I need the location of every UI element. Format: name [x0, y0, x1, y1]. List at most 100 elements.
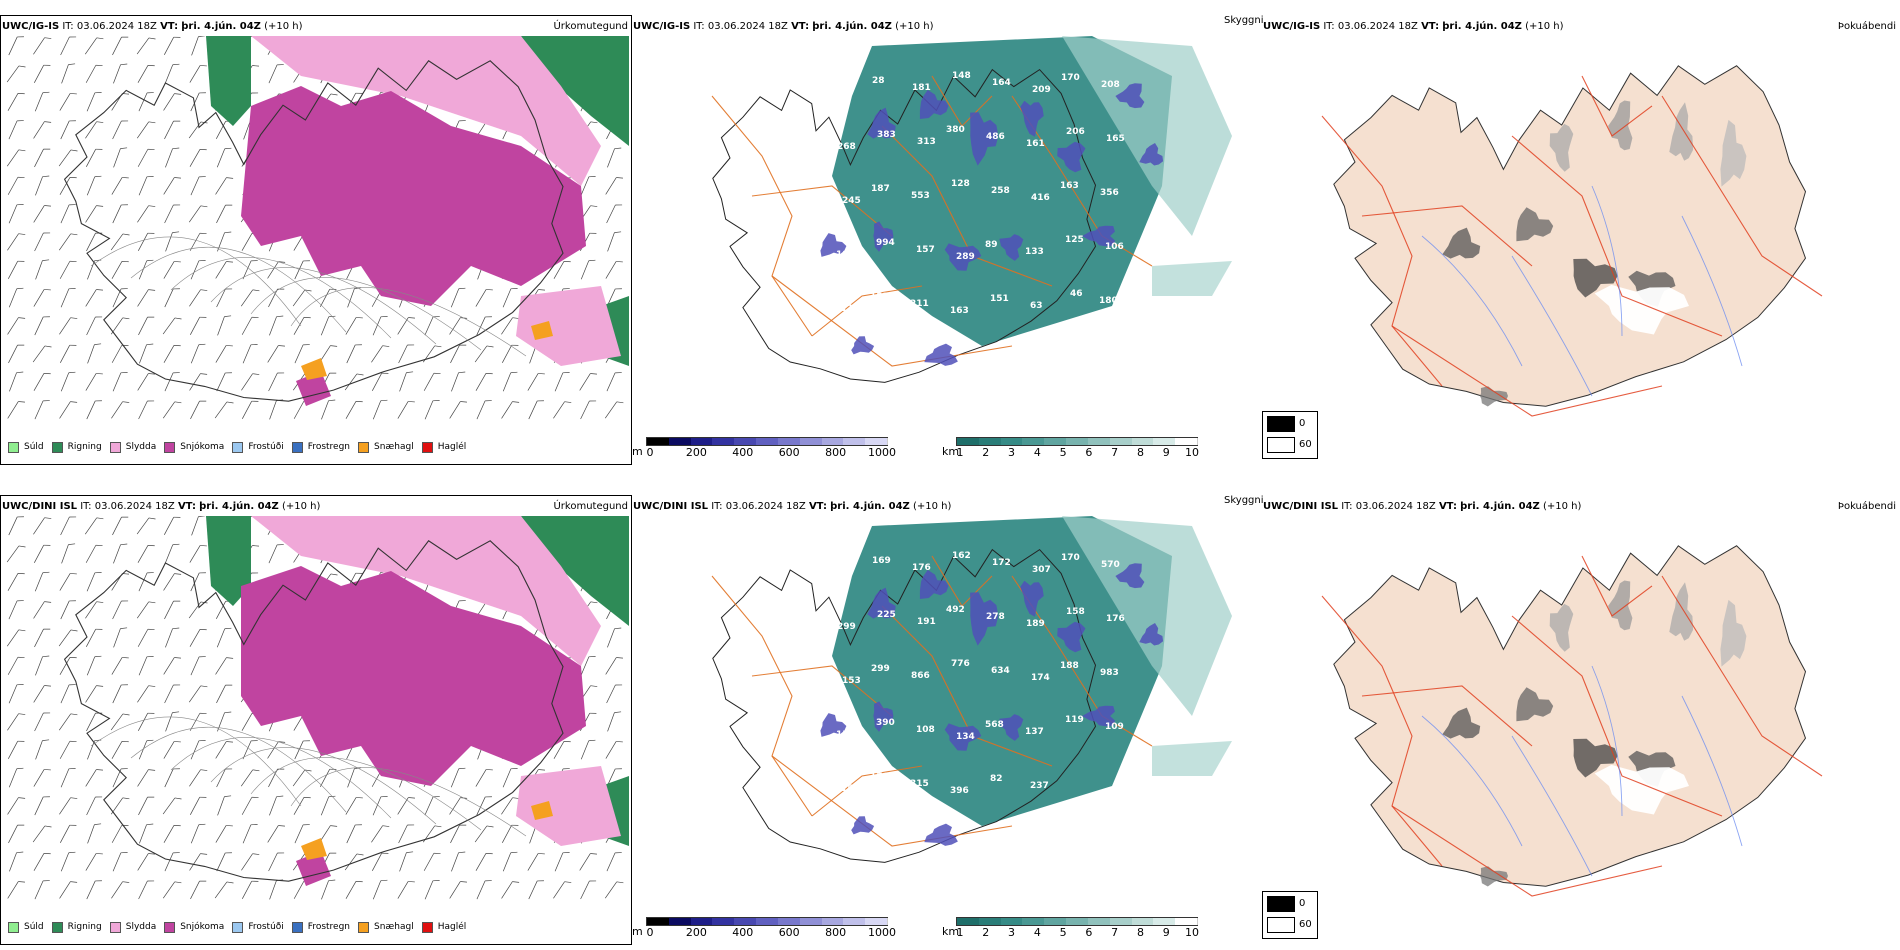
wind-barb-icon	[268, 768, 285, 788]
legend-label: Slydda	[125, 442, 157, 452]
peak-height-label: 174	[1031, 673, 1050, 683]
wind-barb-icon	[61, 63, 76, 84]
wind-barb-icon	[399, 371, 414, 392]
peak-height-label: 324	[832, 69, 851, 79]
wind-barb-icon	[501, 797, 520, 815]
wind-barb-icon	[112, 852, 128, 872]
wind-barb-icon	[163, 93, 182, 111]
wind-barb-icon	[554, 852, 570, 872]
legend-item-haglél: Haglél	[421, 441, 466, 453]
colorbar-tick: 800	[825, 446, 847, 459]
wind-barb-icon	[267, 345, 286, 363]
wind-barb-icon	[60, 36, 77, 56]
legend-item-frostúði: Frostúði	[232, 441, 284, 453]
fog-indicator-areas	[1442, 100, 1747, 407]
peak-height-label: 158	[1066, 607, 1085, 617]
peak-height-label: 994	[876, 238, 895, 248]
visibility-map: 324 28 181 148 164 209 170 208 268 383 313 380 486 16…	[711, 36, 1232, 383]
mountain-area	[873, 701, 894, 732]
peak-height-label: 170	[1061, 73, 1080, 83]
clear-area	[1594, 764, 1689, 815]
peak-height-label: 153	[870, 292, 889, 302]
colorbar-cell	[1087, 918, 1111, 925]
wind-barb-icon	[136, 601, 156, 619]
legend-item-slydda: Slydda	[109, 441, 157, 453]
it-label: IT:	[1323, 21, 1335, 32]
wind-barb-icon	[137, 628, 155, 647]
wind-barb-icon	[139, 823, 154, 844]
colorbar-tick: 600	[778, 446, 800, 459]
wind-barb-icon	[162, 317, 182, 335]
fog-key-swatch	[1267, 437, 1295, 453]
wind-barb-icon	[189, 65, 207, 83]
wind-barb-icon	[527, 373, 545, 391]
river-network	[1421, 665, 1743, 877]
wind-barb-icon	[164, 372, 180, 392]
colorbar-tick: 800	[825, 926, 847, 939]
legend-label: Frostúði	[248, 442, 284, 452]
wind-barb-icon	[240, 289, 260, 307]
wind-barb-icon	[606, 684, 623, 704]
wind-barb-icon	[33, 289, 51, 307]
wind-barb-icon	[501, 881, 520, 899]
wind-barb-icon	[33, 601, 52, 619]
contour-line	[210, 747, 437, 825]
wind-barb-icon	[7, 881, 26, 899]
fog-tag: Þokuábendi	[1837, 501, 1896, 512]
colorbar-tick: 1	[956, 446, 964, 459]
wind-barb-icon	[86, 400, 102, 420]
contour-line	[290, 287, 527, 357]
wind-barb-icon	[85, 853, 103, 871]
wind-barb-icon	[424, 880, 440, 900]
legend-swatch	[291, 921, 303, 933]
wind-barb-icon	[137, 853, 156, 871]
peak-height-label: 162	[952, 551, 971, 561]
wind-barb-icon	[85, 769, 104, 787]
wind-barb-icon	[138, 656, 154, 676]
vt-value: þri. 4.jún. 04Z	[830, 501, 910, 512]
legend-label: Snæhagl	[374, 922, 414, 932]
wind-barb-icon	[267, 741, 286, 759]
contour-line	[210, 267, 437, 345]
peak-height-label: 553	[911, 191, 930, 201]
mountain-area	[919, 569, 949, 599]
peak-height-label: 181	[912, 83, 931, 93]
wind-barb-icon	[423, 372, 441, 391]
peak-height-label: 163	[950, 306, 969, 316]
colorbar-cell	[1175, 918, 1198, 925]
wind-barb-icon	[164, 543, 180, 564]
legend-swatch	[8, 921, 19, 933]
iceland-coastline	[712, 68, 1097, 383]
wind-barb-icon	[138, 400, 155, 420]
wind-barb-icon	[269, 795, 284, 816]
peak-height-label: 356	[1100, 188, 1119, 198]
mountain-area	[1139, 623, 1164, 646]
fog-map	[1321, 65, 1823, 417]
wind-barb-icon	[7, 317, 26, 335]
colorbar-cell	[865, 438, 888, 445]
wind-barb-icon	[34, 628, 51, 648]
fog-indicator-areas	[1442, 580, 1747, 887]
colorbar-cell	[1131, 438, 1155, 445]
precip-legend: Súld Rigning Slydda Snjókoma Frostúði Frostre…	[0, 917, 466, 937]
it-label: IT:	[711, 501, 723, 512]
peak-height-label: 161	[1026, 139, 1045, 149]
wind-barb-icon	[294, 344, 310, 364]
colorbar-cell	[668, 918, 692, 925]
wind-barb-icon	[399, 851, 414, 872]
it-value: 03.06.2024 18Z	[725, 501, 806, 512]
wind-barb-icon	[164, 852, 180, 872]
rain-area	[206, 516, 251, 606]
wind-barb-icon	[7, 401, 26, 419]
colorbar-cell	[777, 438, 801, 445]
clear-area	[1594, 284, 1689, 335]
wind-barb-icon	[58, 233, 78, 251]
colorbar-tick: 8	[1136, 446, 1144, 459]
legend-item-snæhagl: Snæhagl	[358, 441, 414, 453]
sleet-area	[516, 766, 621, 846]
legend-swatch	[51, 441, 63, 453]
wind-barb-icon	[59, 401, 78, 419]
precip-tag: Úrkomutegund	[553, 21, 628, 32]
wind-barb-icon	[138, 92, 154, 112]
mountain-area	[944, 723, 982, 751]
